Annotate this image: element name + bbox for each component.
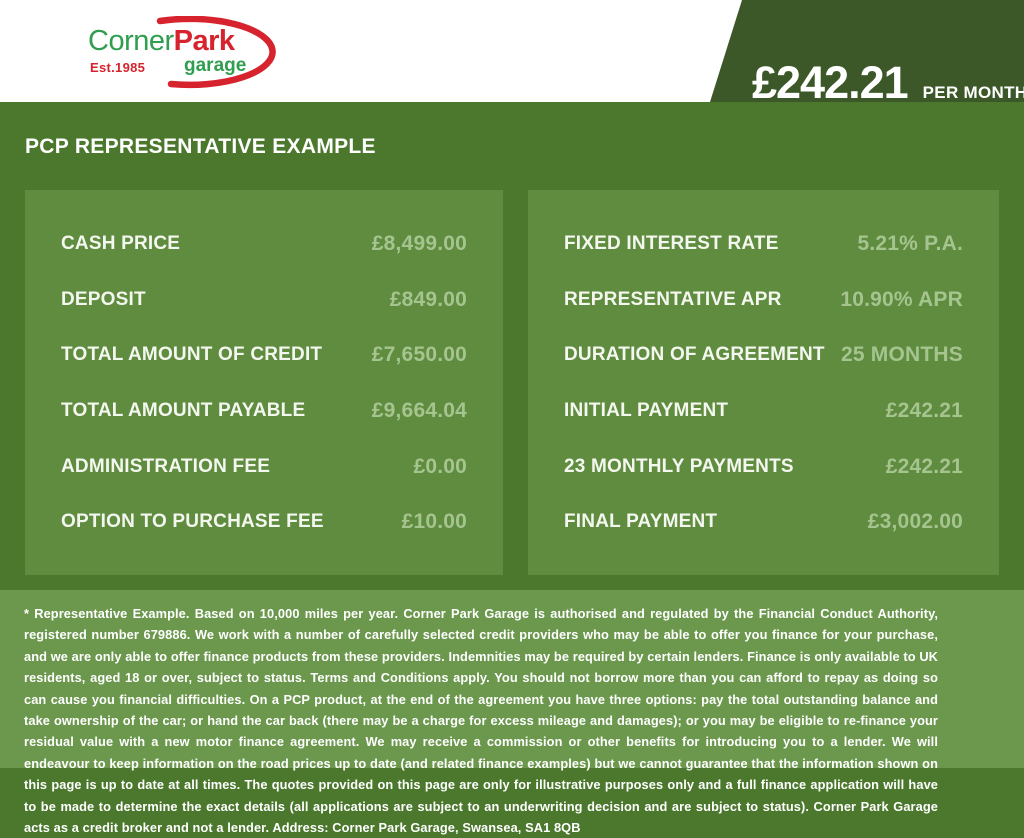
page-title: PCP REPRESENTATIVE EXAMPLE <box>25 135 376 158</box>
row-value: £849.00 <box>389 287 467 311</box>
row-label: REPRESENTATIVE APR <box>564 288 782 310</box>
row-fixed-interest-rate: FIXED INTEREST RATE 5.21% P.A. <box>564 216 963 272</box>
row-label: TOTAL AMOUNT PAYABLE <box>61 399 306 421</box>
row-label: FINAL PAYMENT <box>564 511 718 533</box>
row-option-to-purchase-fee: OPTION TO PURCHASE FEE £10.00 <box>61 494 467 550</box>
row-label: DEPOSIT <box>61 288 146 310</box>
row-label: INITIAL PAYMENT <box>564 399 729 421</box>
row-total-amount-payable: TOTAL AMOUNT PAYABLE £9,664.04 <box>61 383 467 439</box>
logo-text-corner: Corner <box>88 25 174 57</box>
row-monthly-payments: 23 MONTHLY PAYMENTS £242.21 <box>564 439 963 495</box>
row-initial-payment: INITIAL PAYMENT £242.21 <box>564 383 963 439</box>
logo-name: CornerPark <box>88 26 235 56</box>
row-label: DURATION OF AGREEMENT <box>564 344 825 366</box>
row-cash-price: CASH PRICE £8,499.00 <box>61 216 467 272</box>
row-value: £10.00 <box>401 510 467 534</box>
finance-panel-right: FIXED INTEREST RATE 5.21% P.A. REPRESENT… <box>528 190 999 575</box>
row-value: 25 MONTHS <box>841 343 963 367</box>
row-value: £7,650.00 <box>371 343 467 367</box>
logo-swoosh-icon <box>156 16 276 89</box>
row-label: TOTAL AMOUNT OF CREDIT <box>61 344 323 366</box>
row-representative-apr: REPRESENTATIVE APR 10.90% APR <box>564 272 963 328</box>
monthly-price-banner: £242.21 PER MONTH* <box>710 0 1024 102</box>
finance-panels: CASH PRICE £8,499.00 DEPOSIT £849.00 TOT… <box>25 190 999 575</box>
row-value: £8,499.00 <box>371 231 467 255</box>
finance-panel-left: CASH PRICE £8,499.00 DEPOSIT £849.00 TOT… <box>25 190 503 575</box>
row-label: ADMINISTRATION FEE <box>61 455 271 477</box>
row-label: FIXED INTEREST RATE <box>564 232 779 254</box>
row-label: CASH PRICE <box>61 232 181 254</box>
row-label: OPTION TO PURCHASE FEE <box>61 511 324 533</box>
row-value: 5.21% P.A. <box>857 231 963 255</box>
row-value: 10.90% APR <box>840 287 963 311</box>
logo-established-text: Est.1985 <box>90 60 146 75</box>
footer: * Representative Example. Based on 10,00… <box>0 590 1024 835</box>
monthly-price-period: PER MONTH* <box>922 83 1024 102</box>
row-deposit: DEPOSIT £849.00 <box>61 272 467 328</box>
logo-text-garage: garage <box>184 55 247 76</box>
header: CornerPark Est.1985 garage £242.21 PER M… <box>0 0 1024 102</box>
row-value: £0.00 <box>413 454 467 478</box>
row-value: £3,002.00 <box>867 510 963 534</box>
row-value: £9,664.04 <box>371 398 467 422</box>
row-label: 23 MONTHLY PAYMENTS <box>564 455 794 477</box>
row-final-payment: FINAL PAYMENT £3,002.00 <box>564 494 963 550</box>
corner-park-garage-logo: CornerPark Est.1985 garage <box>83 16 278 92</box>
monthly-price-amount: £242.21 <box>752 57 909 108</box>
row-duration-of-agreement: DURATION OF AGREEMENT 25 MONTHS <box>564 327 963 383</box>
representative-example-disclaimer: * Representative Example. Based on 10,00… <box>24 606 938 836</box>
row-value: £242.21 <box>885 454 963 478</box>
row-administration-fee: ADMINISTRATION FEE £0.00 <box>61 439 467 495</box>
logo-text-park: Park <box>173 25 235 57</box>
row-total-amount-of-credit: TOTAL AMOUNT OF CREDIT £7,650.00 <box>61 327 467 383</box>
row-value: £242.21 <box>885 398 963 422</box>
pcp-example-section: PCP REPRESENTATIVE EXAMPLE CASH PRICE £8… <box>0 102 1024 590</box>
